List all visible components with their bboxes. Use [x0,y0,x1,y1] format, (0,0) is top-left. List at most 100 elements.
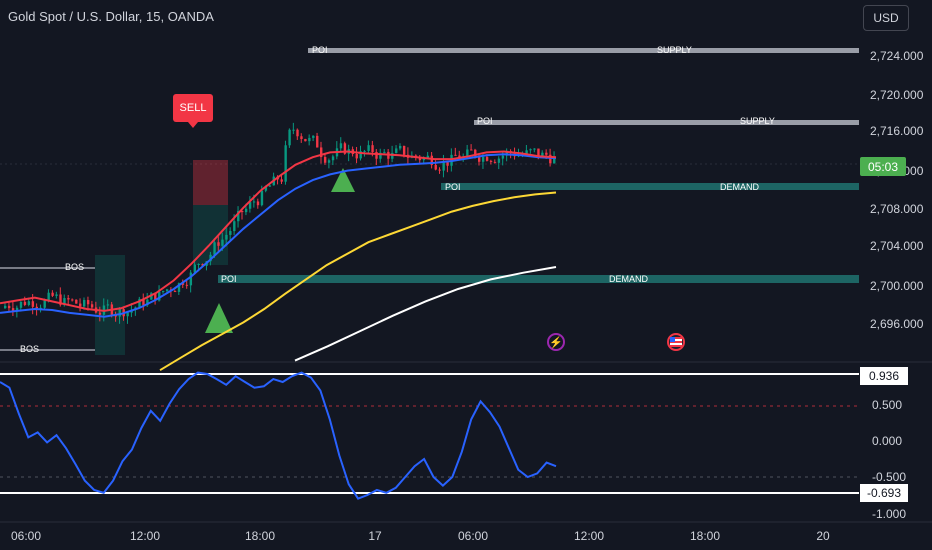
candle-body [308,137,311,142]
price-label: 2,708.000 [870,202,924,216]
bos-label: BOS [20,344,40,354]
candle-body [4,305,7,309]
candle-body [489,160,493,162]
candle-body [533,148,536,150]
candle-body [237,211,240,222]
moving-averages [0,150,557,372]
candle-body [399,145,402,149]
candle-body [549,154,552,164]
candle-body [185,284,189,286]
candle-body [481,156,485,162]
candle-body [260,190,264,206]
candle-body [288,129,291,146]
candle-body [67,298,70,300]
candle-body [165,289,169,292]
candle-body [138,298,141,308]
demand-zone [441,183,859,190]
ema-slow-line [159,191,557,372]
candle-body [529,149,532,151]
oscillator-axis-label: 0.000 [872,434,903,448]
candle-body [59,294,62,305]
candle-body [197,263,200,265]
candle-body [320,147,323,158]
zones [0,48,859,355]
demand-zone-poi-label: POI [445,182,461,192]
bos-label: BOS [65,262,85,272]
candle-body [537,148,540,156]
candles [4,122,556,324]
supply-zone-poi-label: POI [477,116,493,126]
candle-body [367,145,370,151]
us-flag-icon[interactable] [667,333,685,351]
candle-body [426,155,430,158]
candle-body [83,300,86,307]
candle-body [395,148,398,153]
candle-body [541,152,544,156]
candle-body [23,301,27,305]
candle-body [256,201,260,206]
candle-body [213,242,216,255]
candle-body [264,186,268,191]
oscillator-upper-level: 0.936 [859,366,909,386]
oscillator-line [0,371,557,500]
candle-body [284,145,287,182]
candle-body [201,263,204,266]
candle-body [86,300,90,305]
candle-body [485,156,489,161]
candle-body [331,156,335,161]
candle-body [217,242,220,246]
buy-signal-triangle [205,303,233,333]
candle-body [268,185,272,187]
oscillator-axis-label: 0.500 [872,398,903,412]
candle-body [300,136,303,140]
candle-body [363,150,366,152]
time-label: 12:00 [129,529,161,543]
candle-body [7,305,11,309]
time-label: 06:00 [457,529,489,543]
candle-body [173,291,177,293]
candle-body [339,143,343,149]
candle-body [379,152,382,159]
candle-body [181,283,185,285]
candle-body [525,150,528,155]
candle-body [177,283,181,292]
sell-signal-badge[interactable]: SELL [173,94,213,128]
candle-body [304,139,307,142]
time-label: 12:00 [573,529,605,543]
ema-fast-line [0,150,557,312]
candle-body [221,239,224,246]
candle-body [162,291,165,293]
candle-body [493,161,497,163]
candle-body [79,303,82,307]
price-label: 2,704.000 [870,239,924,253]
price-label: 2,716.000 [870,124,924,138]
candle-body [252,201,256,203]
oscillator-axis-label: -1.000 [872,507,907,521]
oscillator-lower-level: -0.693 [859,483,909,503]
oscillator-pane [0,371,860,500]
time-label: 20 [816,529,830,543]
candle-body [39,307,42,309]
candle-body [11,308,15,312]
candle-body [233,221,236,232]
candle-body [316,135,319,148]
candle-body [126,312,129,317]
candle-body [75,299,78,304]
candle-body [98,312,102,315]
candle-body [51,292,54,296]
candle-body [248,202,252,209]
candle-body [501,155,505,159]
candle-body [422,157,426,161]
candle-body [438,169,441,171]
supply-zone-label: SUPPLY [657,45,692,55]
candle-body [55,294,58,296]
candle-body [545,152,548,155]
currency-button[interactable]: USD [863,5,909,31]
supply-zone [474,120,859,125]
lightning-icon[interactable]: ⚡ [547,333,565,351]
candle-body [280,179,283,182]
ema-long-line [294,266,557,362]
candle-body [323,157,327,163]
candle-body [470,149,473,151]
